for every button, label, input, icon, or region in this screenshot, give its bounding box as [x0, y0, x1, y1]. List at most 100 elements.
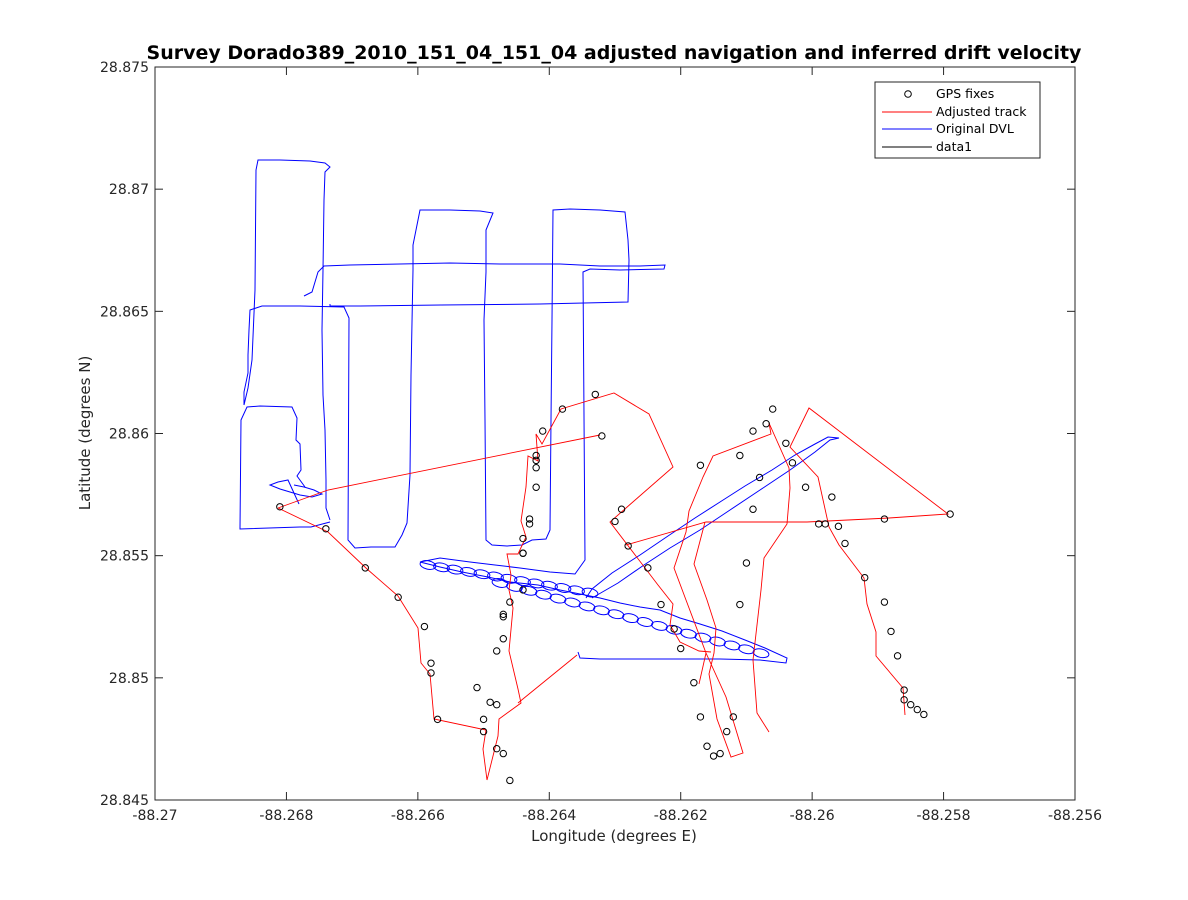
gps-fix-marker: [506, 776, 514, 785]
gps-fix-marker: [690, 679, 698, 687]
original-dvl-loop: [554, 583, 572, 593]
gps-fix-marker: [841, 539, 849, 548]
gps-fix-marker: [493, 701, 501, 709]
gps-fix-marker: [696, 461, 705, 469]
gps-fix-marker: [861, 573, 869, 582]
original-dvl-loop: [514, 576, 531, 587]
x-tick-label: -88.268: [259, 808, 313, 824]
x-tick-label: -88.27: [132, 808, 177, 824]
x-tick-label: -88.262: [654, 808, 708, 824]
gps-fix-marker: [670, 625, 678, 633]
x-tick-label: -88.26: [790, 808, 835, 824]
gps-fix-marker: [946, 510, 954, 518]
original-dvl-loop: [506, 581, 523, 592]
gps-fix-marker: [755, 473, 764, 482]
original-dvl-loop: [651, 620, 668, 631]
x-axis-ticks: -88.27 -88.268 -88.266 -88.264 -88.262 -88.26…: [132, 67, 1102, 824]
gps-fix-marker: [473, 683, 481, 692]
gps-fix-marker: [723, 727, 731, 736]
gps-fix-marker: [716, 749, 724, 758]
original-dvl-loop: [568, 585, 585, 596]
gps-fix-marker: [788, 459, 797, 467]
original-dvl-loop: [636, 617, 654, 627]
gps-fix-marker: [834, 522, 843, 531]
gps-fix-marker: [801, 483, 810, 491]
gps-fix-marker: [519, 534, 527, 543]
gps-fix-marker: [427, 659, 435, 667]
y-tick-label: 28.865: [100, 304, 149, 320]
gps-fix-marker: [782, 439, 790, 447]
gps-fix-marker: [900, 686, 908, 694]
y-axis-ticks: 28.845 28.85 28.855 28.86 28.865 28.87 28.875: [100, 60, 1075, 809]
gps-fix-marker: [913, 705, 921, 714]
gps-fix-marker: [532, 483, 540, 491]
gps-fix-marker: [907, 701, 915, 709]
gps-fix-marker: [532, 464, 540, 472]
y-tick-label: 28.87: [109, 182, 149, 198]
gps-fix-marker: [893, 652, 902, 660]
gps-fix-marker: [880, 515, 889, 523]
gps-fix-marker: [479, 715, 488, 724]
adjusted-track-segment: [673, 422, 791, 758]
gps-fix-marker: [539, 427, 547, 435]
gps-fix-marker: [519, 549, 527, 557]
original-dvl-loop: [419, 560, 437, 570]
plot-area: [154, 66, 1076, 801]
y-axis-label: Latitude (degrees N): [76, 356, 94, 511]
gps-fix-marker: [532, 451, 540, 460]
x-tick-label: -88.264: [522, 808, 576, 824]
original-dvl-loop: [535, 589, 552, 600]
gps-fix-marker: [900, 696, 908, 704]
y-tick-label: 28.875: [100, 60, 149, 76]
original-dvl-loop: [433, 562, 450, 573]
original-dvl-segment: [303, 262, 788, 664]
original-dvl-loop: [549, 593, 567, 604]
gps-fix-marker: [821, 520, 829, 528]
original-dvl-loop: [607, 609, 625, 620]
original-dvl-loop: [520, 585, 538, 596]
original-dvl-loop: [446, 564, 464, 575]
original-dvl-loop: [709, 636, 726, 647]
gps-fix-marker: [769, 405, 777, 413]
gps-fix-marker: [361, 564, 369, 572]
gps-fix-marker: [742, 559, 751, 567]
gps-fix-marker: [749, 505, 757, 513]
gps-fix-marker: [617, 505, 626, 513]
gps-fix-marker: [644, 564, 652, 572]
legend-box: [874, 81, 1041, 159]
original-dvl-loop: [581, 587, 599, 598]
gps-fix-marker: [519, 586, 527, 594]
gps-fix-marker: [591, 390, 599, 399]
original-dvl-loop: [723, 640, 741, 651]
gps-fix-marker: [749, 427, 757, 435]
gps-fix-marker: [729, 713, 737, 721]
gps-fix-marker: [486, 698, 494, 706]
gps-fix-marker: [736, 451, 744, 460]
original-dvl-loop: [593, 605, 610, 616]
gps-fix-marker: [703, 742, 711, 750]
gps-fix-marker: [762, 420, 770, 428]
gps-fix-marker: [657, 600, 665, 609]
original-dvl-loop: [491, 578, 509, 588]
gps-fix-marker: [433, 715, 442, 724]
gps-fix-marker: [427, 669, 435, 677]
original-dvl-loop: [564, 597, 581, 608]
adjusted-track: [277, 392, 950, 781]
gps-fix-marker: [420, 622, 429, 631]
gps-fix-marker: [611, 517, 619, 526]
original-dvl-loop: [487, 571, 504, 582]
gps-fixes: [276, 390, 954, 785]
original-dvl-loop: [473, 569, 491, 580]
adjusted-track-segment: [277, 434, 601, 509]
chart-title: Survey Dorado389_2010_151_04_151_04 adju…: [147, 42, 1083, 64]
gps-fix-marker: [493, 647, 501, 655]
y-tick-label: 28.85: [109, 671, 149, 687]
gps-fix-marker: [525, 520, 534, 528]
gps-fix-marker: [736, 600, 744, 609]
legend-gps-label: GPS fixes: [936, 86, 994, 101]
legend-gps-marker: [904, 90, 912, 98]
x-tick-label: -88.258: [917, 808, 971, 824]
adjusted-track-segment: [625, 407, 950, 716]
y-tick-label: 28.855: [100, 549, 149, 565]
